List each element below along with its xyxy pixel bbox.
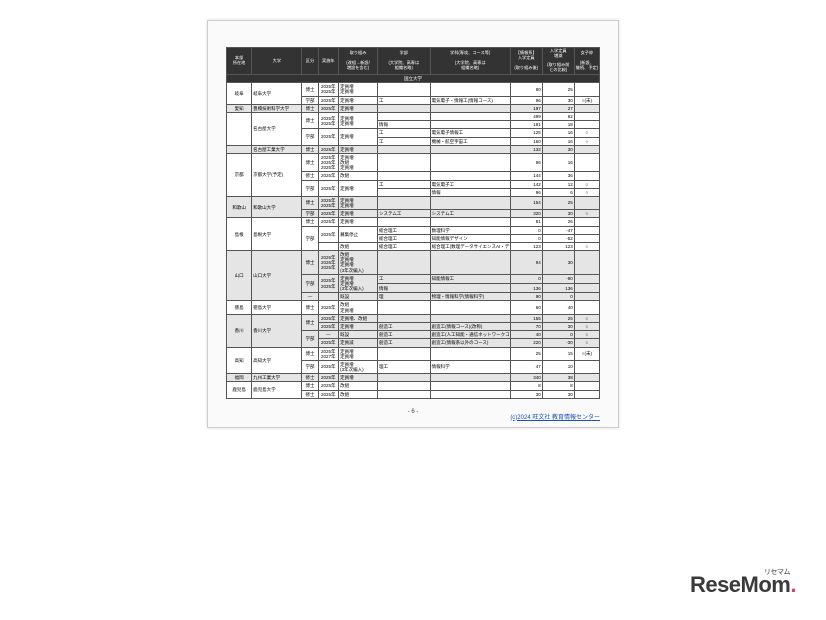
logo-ruby: リセマム xyxy=(764,567,790,577)
resemom-logo: リセマム ReseMom. xyxy=(690,572,796,598)
table-row: 京都京都大学(予定)博士2025年2025年2025年定員増改組定員増9616 xyxy=(227,153,600,172)
hdr-capacity: 【情報系】入学定員(取り組み後) xyxy=(510,48,542,75)
table-row: 山口山口大学博士2026年2026年2025年改組定員増定員増(3年次編入)94… xyxy=(227,251,600,275)
table-row: 島根島根大学博士2025年定員増8126 xyxy=(227,218,600,226)
hdr-year: 実施年 xyxy=(318,48,339,75)
table-row: 高知高知大学博士2025年2027年定員増定員増2515○(未) xyxy=(227,347,600,360)
table-row: 岐阜岐阜大学博士2025年2025年定員増定員増8025 xyxy=(227,83,600,96)
credit-link[interactable]: (c)2024 旺文社 教育情報センター xyxy=(510,412,600,421)
hdr-action: 取り組み(改組→新設/増設を含む) xyxy=(339,48,378,75)
table-row: 名古屋工業大学博士2025年定員増13230 xyxy=(227,145,600,153)
hdr-faculty: 学部(大学院、高専は組織名略) xyxy=(377,48,430,75)
logo-dot: . xyxy=(790,572,796,597)
table-row: 徳島徳島大学博士2025年改組定員増6040 xyxy=(227,301,600,314)
national-header: 国立大学 xyxy=(227,75,600,83)
hdr-university: 大学 xyxy=(252,48,302,75)
hdr-location: 本部所在地 xyxy=(227,48,252,75)
hdr-delta: 入学定員増減(取り組み前との比較) xyxy=(542,48,574,75)
page-container: 本部所在地 大学 区分 実施年 取り組み(改組→新設/増設を含む) 学部(大学院… xyxy=(207,20,619,428)
data-table: 本部所在地 大学 区分 実施年 取り組み(改組→新設/増設を含む) 学部(大学院… xyxy=(226,47,600,399)
table-row: 香川香川大学博士2025年定員増、改組15525○ xyxy=(227,314,600,322)
national-header-label: 国立大学 xyxy=(227,75,600,83)
hdr-department: 学科(専攻、コース等)(大学院、高専は組織名略) xyxy=(430,48,510,75)
table-row: 鹿児島鹿児島大学博士2025年改組88 xyxy=(227,382,600,390)
hdr-women: 女子枠(新設、継続、予定) xyxy=(574,48,599,75)
table-row: 愛知豊橋技術科学大学博士2025年定員増19727 xyxy=(227,104,600,112)
table-row: 福岡九州工業大学修士2025年定員増34038 xyxy=(227,374,600,382)
hdr-category: 区分 xyxy=(302,48,318,75)
table-row: 名古屋大学博士2025年2025年定員増定員増49962 xyxy=(227,113,600,121)
table-row: 和歌山和歌山大学博士2025年2025年定員増定員増15425 xyxy=(227,196,600,209)
header-row: 本部所在地 大学 区分 実施年 取り組み(改組→新設/増設を含む) 学部(大学院… xyxy=(227,48,600,75)
